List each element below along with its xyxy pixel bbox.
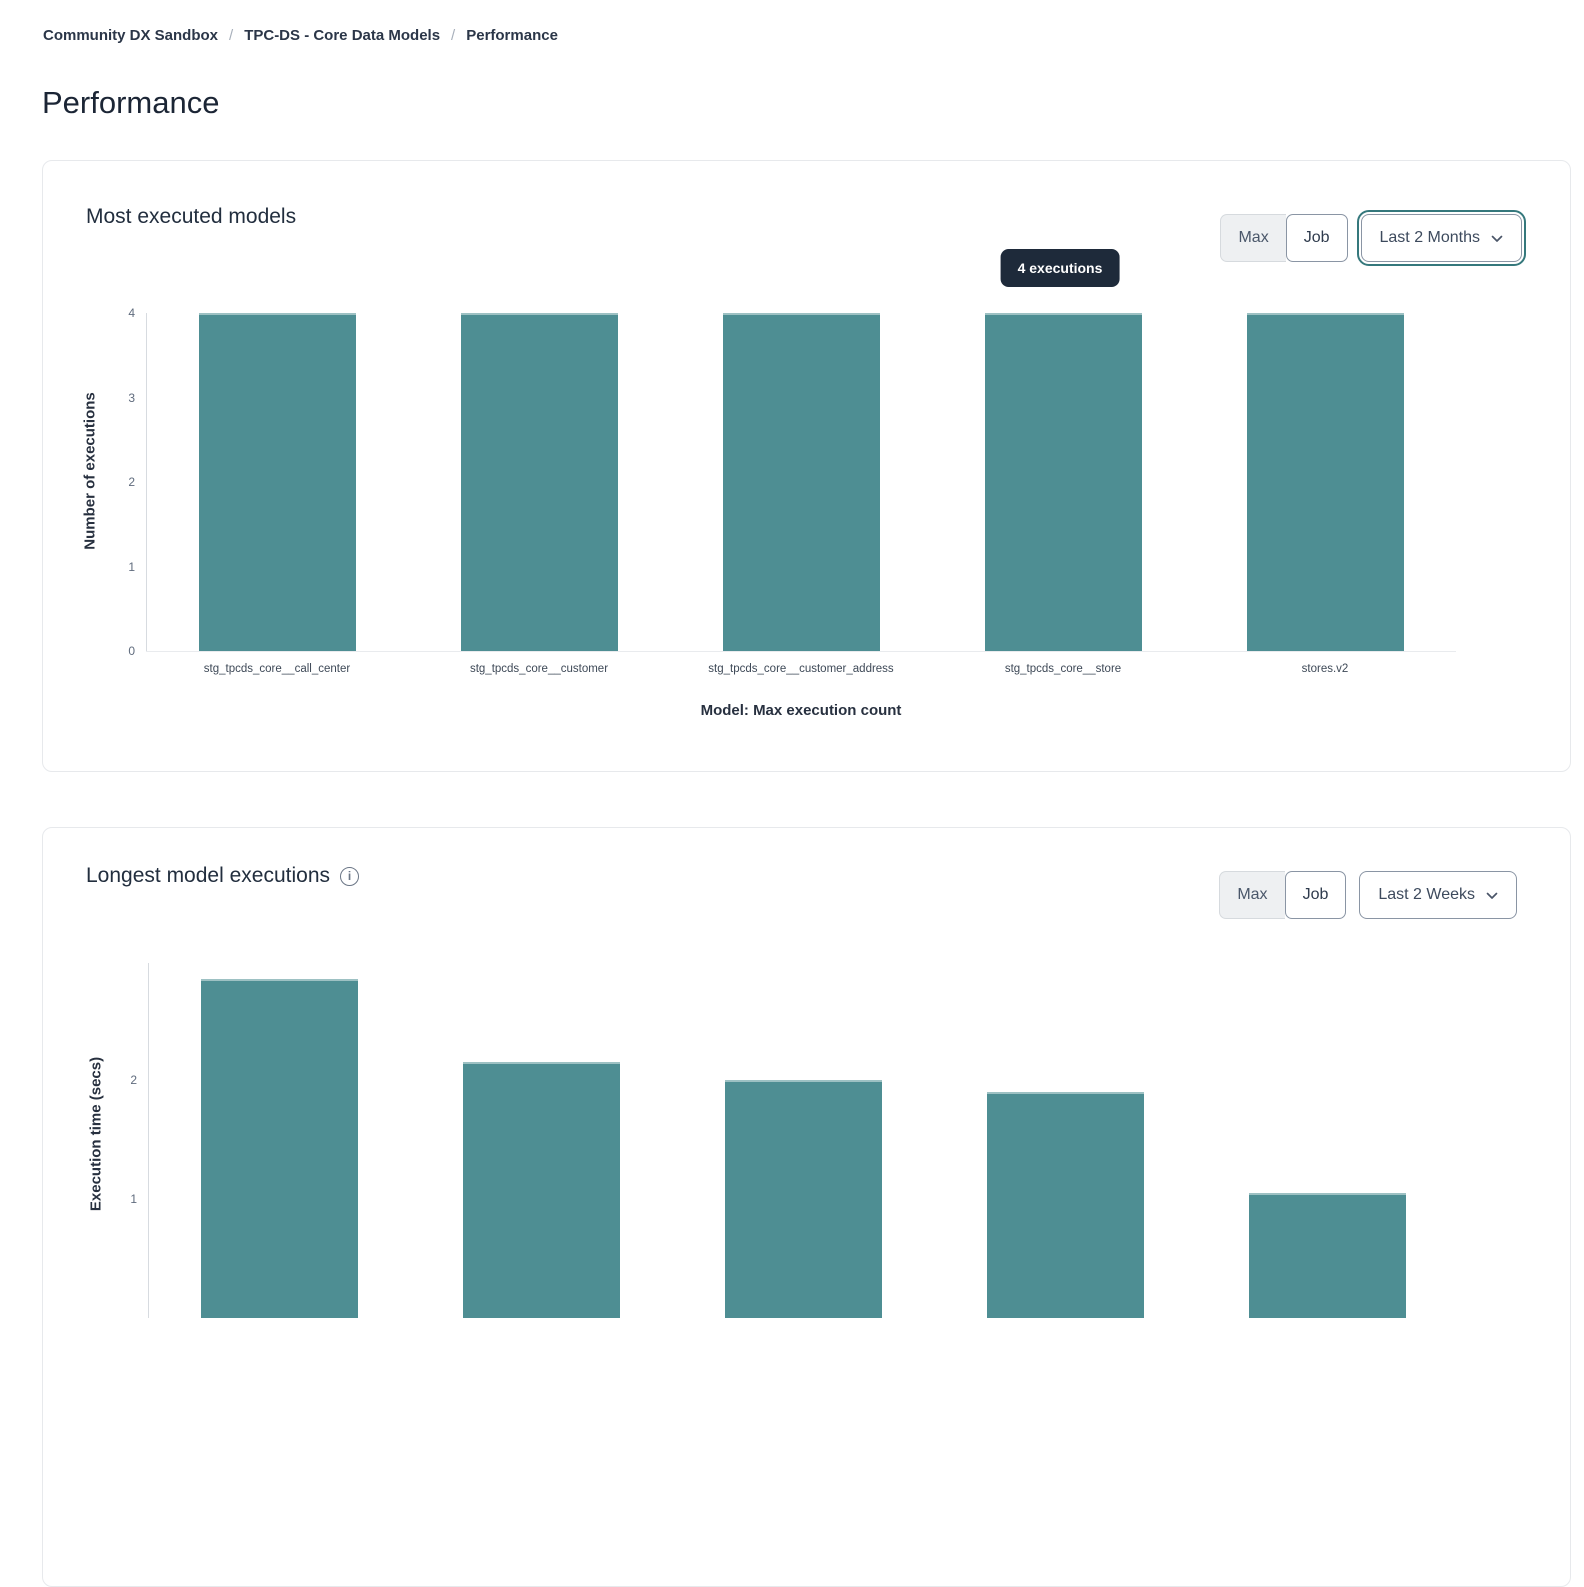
chart-tooltip: 4 executions [1000,249,1120,287]
y-axis-line [148,963,149,1318]
bar-chart-most-executed: 0 1 2 3 4 stg_tpcds_core__call_center stg_tpcd… [43,161,1570,771]
chart-controls: Max Job Last 2 Months [1220,210,1526,266]
period-dropdown-value: Last 2 Months [1379,229,1481,246]
x-axis-category-label: stg_tpcds_core__store [1004,663,1122,675]
bar-series-3[interactable] [724,1080,882,1318]
card-most-executed-models: Most executed models Max Job Last 2 Mont… [42,160,1571,772]
bar-stg_tpcds_core__call_center[interactable] [198,313,356,651]
max-toggle-button[interactable]: Max [1219,871,1285,919]
job-toggle-button[interactable]: Job [1285,214,1348,262]
bar-stg_tpcds_core__store[interactable] [984,313,1142,651]
bar-stores.v2[interactable] [1246,313,1404,651]
bar-series-5[interactable] [1248,1193,1406,1318]
x-axis-line [146,651,1456,652]
y-axis-tick-label: 2 [130,1073,137,1087]
breadcrumb: Community DX Sandbox / TPC-DS - Core Data … [43,27,558,44]
card-longest-model-executions: Longest model executions i Max Job Last … [42,827,1571,1587]
page-title: Performance [42,84,220,120]
max-toggle-button[interactable]: Max [1220,214,1286,262]
y-axis-tick-label: 4 [128,306,135,320]
bar-stg_tpcds_core__customer[interactable] [460,313,618,651]
y-axis-tick-label: 1 [128,559,135,574]
max-job-toggle: Max Job [1219,871,1347,919]
bar-series-2[interactable] [462,1062,620,1318]
max-job-toggle: Max Job [1220,214,1348,262]
period-dropdown[interactable]: Last 2 Weeks [1359,871,1517,919]
breadcrumb-item-1[interactable]: Community DX Sandbox [43,27,219,44]
chart-title-longest-executions: Longest model executions [86,864,330,887]
performance-page: { "breadcrumb": { "separator": "/", "ite… [42,27,1571,1587]
breadcrumb-separator: / [229,27,234,44]
y-axis-tick-label: 2 [128,475,135,489]
y-axis-tick-label: 1 [130,1192,137,1206]
chevron-down-icon [1491,230,1503,248]
breadcrumb-item-2[interactable]: TPC-DS - Core Data Models [244,27,441,44]
bar-stg_tpcds_core__customer_address[interactable] [722,313,880,651]
x-axis-category-label: stg_tpcds_core__call_center [203,663,351,675]
x-axis-category-label: stg_tpcds_core__customer [469,663,609,675]
y-axis-line [146,313,147,651]
chart-title-most-executed: Most executed models [86,205,297,228]
info-icon[interactable]: i [340,866,359,886]
breadcrumb-item-3: Performance [466,27,558,44]
job-toggle-button[interactable]: Job [1284,871,1347,919]
breadcrumb-separator: / [451,27,456,44]
x-axis-title: Model: Max execution count [700,702,902,719]
period-dropdown-value: Last 2 Weeks [1378,886,1475,903]
y-axis-tick-label: 0 [128,644,135,658]
y-axis-tick-label: 3 [128,390,135,405]
x-axis-category-label: stores.v2 [1301,663,1349,675]
period-dropdown[interactable]: Last 2 Months [1356,210,1526,266]
chevron-down-icon [1486,887,1498,905]
bar-series-4[interactable] [986,1091,1144,1318]
x-axis-category-label: stg_tpcds_core__customer_address [708,663,894,675]
bar-series-1[interactable] [200,978,358,1318]
chart-controls: Max Job Last 2 Weeks [1219,871,1517,919]
